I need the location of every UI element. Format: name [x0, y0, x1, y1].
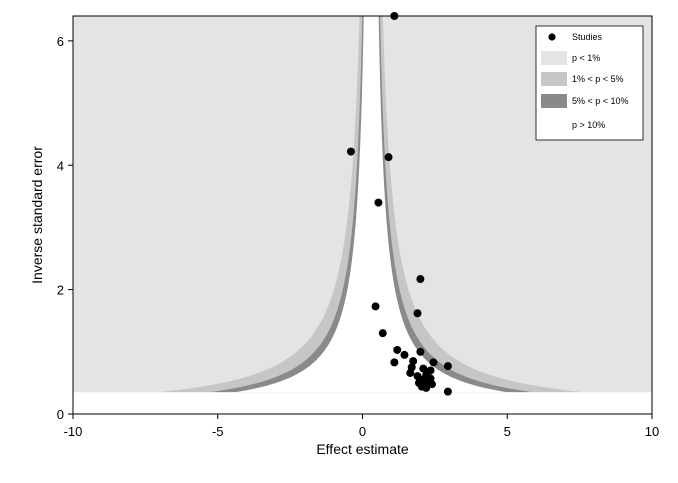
study-point: [416, 347, 425, 356]
legend-label: 5% < p < 10%: [572, 96, 629, 106]
study-point: [406, 368, 415, 377]
study-point: [427, 380, 436, 389]
study-point: [443, 362, 452, 371]
x-ticks: -10 -5 0 5 10: [64, 414, 659, 439]
study-point: [374, 198, 383, 207]
legend-swatch: [541, 94, 567, 108]
study-point: [429, 358, 438, 367]
study-points: [346, 12, 452, 396]
x-tick-label: 10: [645, 424, 659, 439]
study-point: [419, 364, 428, 373]
region-p-gt-10: [235, 16, 508, 393]
base-strip: [73, 392, 652, 414]
legend-swatch: [541, 118, 567, 132]
y-tick-label: 0: [57, 407, 64, 422]
legend-label: p < 1%: [572, 53, 600, 63]
study-point: [400, 350, 409, 359]
x-tick-label: -5: [212, 424, 224, 439]
legend-label: 1% < p < 5%: [572, 74, 624, 84]
x-axis-title: Effect estimate: [316, 441, 409, 457]
legend-marker-icon: [548, 33, 556, 41]
study-point: [409, 357, 418, 366]
study-point: [422, 383, 431, 392]
study-point: [413, 309, 422, 318]
y-tick-label: 6: [57, 34, 64, 49]
study-point: [393, 345, 402, 354]
y-axis-title: Inverse standard error: [29, 146, 45, 284]
legend-swatch: [541, 51, 567, 65]
legend: Studies p < 1% 1% < p < 5% 5% < p < 10% p > …: [535, 25, 644, 141]
study-point: [371, 302, 380, 311]
study-point: [346, 147, 355, 156]
study-point: [384, 153, 393, 162]
study-point: [443, 387, 452, 396]
legend-swatch: [541, 72, 567, 86]
x-tick-label: -10: [64, 424, 83, 439]
study-point: [390, 358, 399, 367]
study-point: [416, 275, 425, 284]
x-tick-label: 0: [359, 424, 366, 439]
y-ticks: 0 2 4 6: [57, 34, 73, 422]
study-point: [378, 329, 387, 338]
legend-label: p > 10%: [572, 120, 605, 130]
y-axis: 0 2 4 6: [57, 16, 74, 422]
y-tick-label: 4: [57, 158, 64, 173]
x-axis: -10 -5 0 5 10: [64, 413, 659, 439]
legend-label: Studies: [572, 32, 603, 42]
x-tick-label: 5: [504, 424, 511, 439]
y-tick-label: 2: [57, 283, 64, 298]
